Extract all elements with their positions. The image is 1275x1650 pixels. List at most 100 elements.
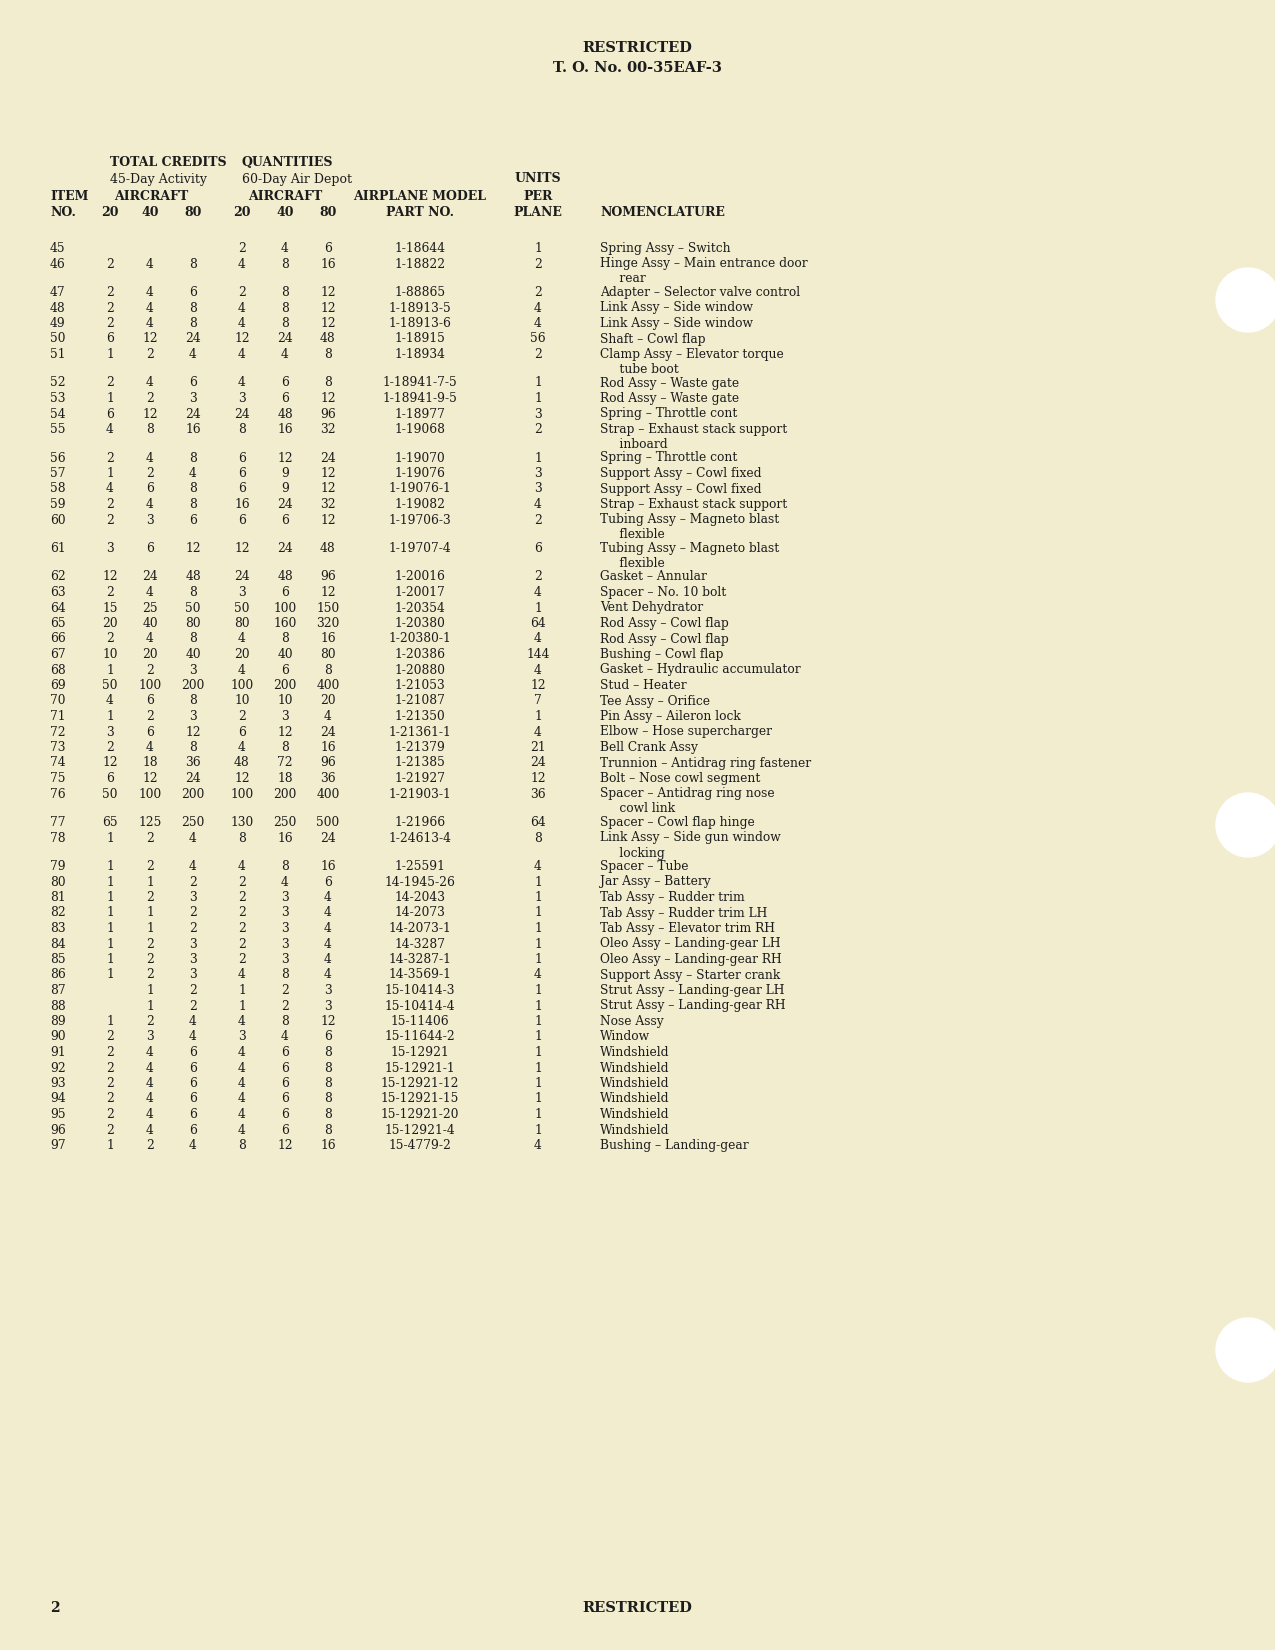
Text: 20: 20 bbox=[233, 206, 251, 219]
Text: 12: 12 bbox=[185, 726, 201, 739]
Text: 55: 55 bbox=[50, 422, 65, 436]
Text: 1-21053: 1-21053 bbox=[395, 680, 445, 691]
Text: 2: 2 bbox=[534, 571, 542, 584]
Text: 4: 4 bbox=[280, 1031, 289, 1043]
Text: 91: 91 bbox=[50, 1046, 65, 1059]
Text: 2: 2 bbox=[106, 1061, 113, 1074]
Text: AIRCRAFT: AIRCRAFT bbox=[247, 190, 323, 203]
Text: 65: 65 bbox=[102, 817, 117, 828]
Text: Vent Dehydrator: Vent Dehydrator bbox=[601, 602, 703, 614]
Text: Link Assy – Side window: Link Assy – Side window bbox=[601, 317, 754, 330]
Text: 200: 200 bbox=[181, 787, 205, 800]
Text: 20: 20 bbox=[143, 648, 158, 662]
Text: 3: 3 bbox=[534, 467, 542, 480]
Text: 7: 7 bbox=[534, 695, 542, 708]
Text: 250: 250 bbox=[273, 817, 297, 828]
Text: 2: 2 bbox=[147, 1015, 154, 1028]
Text: 77: 77 bbox=[50, 817, 65, 828]
Text: 3: 3 bbox=[280, 906, 289, 919]
Text: 80: 80 bbox=[235, 617, 250, 630]
Text: 50: 50 bbox=[50, 333, 65, 345]
Text: 6: 6 bbox=[280, 1092, 289, 1106]
Text: 1: 1 bbox=[534, 1092, 542, 1106]
Text: 89: 89 bbox=[50, 1015, 66, 1028]
Text: 1-18913-5: 1-18913-5 bbox=[389, 302, 451, 315]
Text: 15-12921-15: 15-12921-15 bbox=[381, 1092, 459, 1106]
Text: 84: 84 bbox=[50, 937, 66, 950]
Text: 4: 4 bbox=[147, 1092, 154, 1106]
Text: 3: 3 bbox=[189, 663, 196, 676]
Text: 250: 250 bbox=[181, 817, 205, 828]
Text: Rod Assy – Cowl flap: Rod Assy – Cowl flap bbox=[601, 632, 729, 645]
Text: Stud – Heater: Stud – Heater bbox=[601, 680, 687, 691]
Text: 14-3287: 14-3287 bbox=[394, 937, 445, 950]
Text: 94: 94 bbox=[50, 1092, 66, 1106]
Text: 4: 4 bbox=[147, 741, 154, 754]
Text: 57: 57 bbox=[50, 467, 65, 480]
Text: Support Assy – Cowl fixed: Support Assy – Cowl fixed bbox=[601, 467, 761, 480]
Text: 4: 4 bbox=[147, 1124, 154, 1137]
Text: 6: 6 bbox=[280, 1061, 289, 1074]
Text: 3: 3 bbox=[147, 1031, 154, 1043]
Text: 4: 4 bbox=[534, 663, 542, 676]
Text: 15-11406: 15-11406 bbox=[390, 1015, 449, 1028]
Text: 50: 50 bbox=[102, 680, 117, 691]
Text: 24: 24 bbox=[235, 408, 250, 421]
Text: 6: 6 bbox=[324, 876, 332, 888]
Text: 2: 2 bbox=[238, 285, 246, 299]
Text: 6: 6 bbox=[280, 663, 289, 676]
Text: 16: 16 bbox=[320, 741, 335, 754]
Text: T. O. No. 00-35EAF-3: T. O. No. 00-35EAF-3 bbox=[552, 61, 722, 74]
Text: 1: 1 bbox=[238, 983, 246, 997]
Text: 8: 8 bbox=[189, 257, 196, 271]
Text: 95: 95 bbox=[50, 1109, 65, 1120]
Text: 4: 4 bbox=[147, 498, 154, 512]
Text: 2: 2 bbox=[238, 876, 246, 888]
Text: 96: 96 bbox=[50, 1124, 66, 1137]
Text: 2: 2 bbox=[534, 422, 542, 436]
Text: 48: 48 bbox=[50, 302, 66, 315]
Text: 6: 6 bbox=[106, 333, 113, 345]
Text: Trunnion – Antidrag ring fastener: Trunnion – Antidrag ring fastener bbox=[601, 756, 811, 769]
Text: 4: 4 bbox=[106, 422, 113, 436]
Text: 4: 4 bbox=[238, 632, 246, 645]
Text: 24: 24 bbox=[235, 571, 250, 584]
Text: 1-21379: 1-21379 bbox=[394, 741, 445, 754]
Text: 21: 21 bbox=[530, 741, 546, 754]
Text: 400: 400 bbox=[316, 787, 339, 800]
Text: 4: 4 bbox=[324, 922, 332, 936]
Text: 2: 2 bbox=[534, 348, 542, 361]
Text: 36: 36 bbox=[185, 756, 201, 769]
Text: RESTRICTED: RESTRICTED bbox=[583, 41, 692, 54]
Text: 46: 46 bbox=[50, 257, 66, 271]
Text: 48: 48 bbox=[235, 756, 250, 769]
Text: 4: 4 bbox=[238, 1092, 246, 1106]
Text: 4: 4 bbox=[324, 969, 332, 982]
Text: 100: 100 bbox=[139, 680, 162, 691]
Text: Strut Assy – Landing-gear RH: Strut Assy – Landing-gear RH bbox=[601, 1000, 785, 1013]
Text: 12: 12 bbox=[143, 408, 158, 421]
Text: 4: 4 bbox=[238, 1061, 246, 1074]
Text: 80: 80 bbox=[50, 876, 65, 888]
Text: 52: 52 bbox=[50, 376, 65, 389]
Text: 16: 16 bbox=[277, 422, 293, 436]
Text: 12: 12 bbox=[320, 317, 335, 330]
Text: 8: 8 bbox=[324, 1061, 332, 1074]
Text: 4: 4 bbox=[106, 695, 113, 708]
Circle shape bbox=[1216, 267, 1275, 332]
Text: 6: 6 bbox=[238, 452, 246, 465]
Text: 79: 79 bbox=[50, 860, 65, 873]
Text: 2: 2 bbox=[106, 452, 113, 465]
Text: 1-19076: 1-19076 bbox=[394, 467, 445, 480]
Text: 2: 2 bbox=[106, 302, 113, 315]
Text: PLANE: PLANE bbox=[514, 206, 562, 219]
Text: 100: 100 bbox=[231, 787, 254, 800]
Text: 53: 53 bbox=[50, 393, 65, 404]
Text: 2: 2 bbox=[106, 632, 113, 645]
Text: 24: 24 bbox=[530, 756, 546, 769]
Text: 78: 78 bbox=[50, 832, 65, 845]
Text: 2: 2 bbox=[106, 741, 113, 754]
Text: 2: 2 bbox=[147, 832, 154, 845]
Text: 8: 8 bbox=[147, 422, 154, 436]
Text: 1-24613-4: 1-24613-4 bbox=[389, 832, 451, 845]
